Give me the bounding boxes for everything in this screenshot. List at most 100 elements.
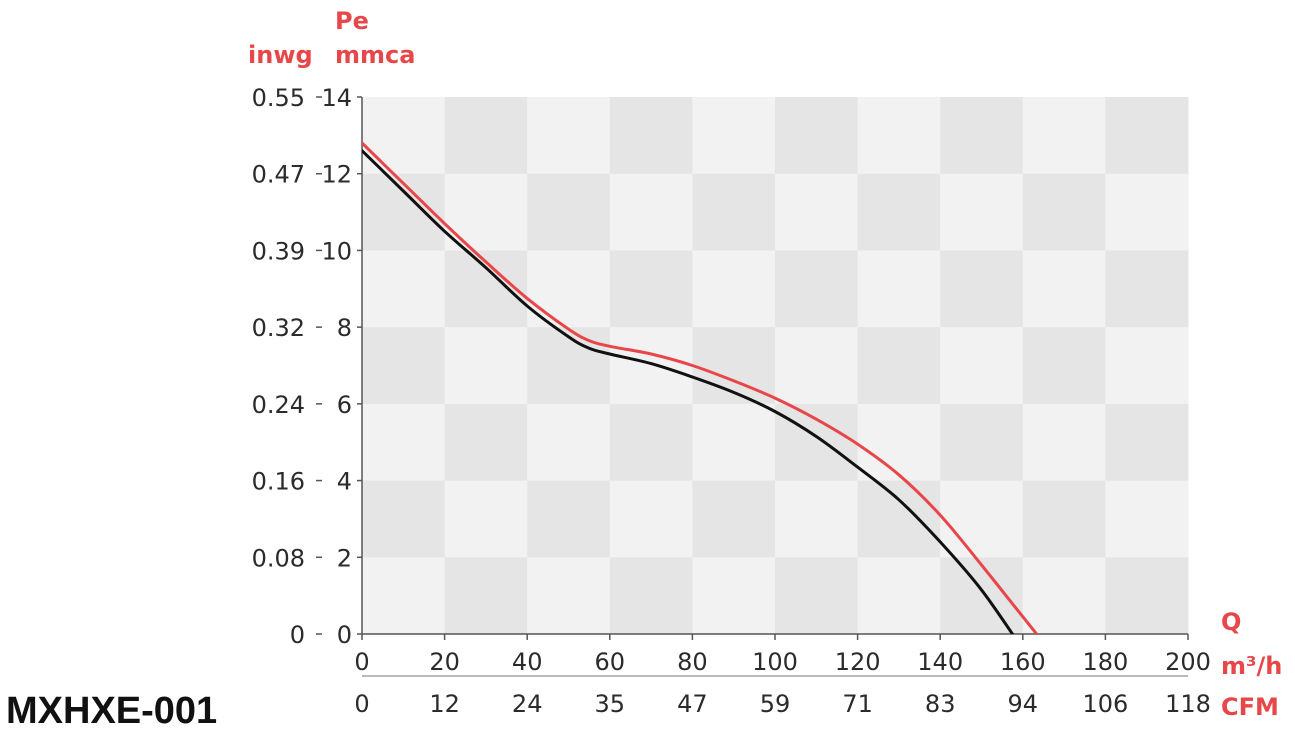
x-tick-label-cfm: 35 [595, 690, 626, 718]
x-tick-label-m3h: 40 [512, 648, 543, 676]
grid-cell [857, 173, 941, 251]
grid-cell [940, 173, 1024, 251]
y-tick-label-inwg: 0.16 [252, 468, 305, 496]
grid-cell [692, 480, 776, 558]
x-tick-label-m3h: 100 [752, 648, 798, 676]
x-tick-label-cfm: 83 [925, 690, 956, 718]
y-tick-label-mmca: 10 [321, 237, 352, 265]
grid-cell [775, 480, 859, 558]
grid-cell [362, 327, 446, 405]
grid-cell [692, 173, 776, 251]
grid-cell [1105, 403, 1189, 482]
grid-cell [940, 327, 1024, 405]
curve-red [362, 141, 1039, 634]
grid-cell [692, 557, 776, 635]
grid-cell [1022, 403, 1106, 482]
grid-cell [1105, 327, 1189, 405]
grid-cell [527, 250, 611, 328]
model-label: MXHXE-001 [6, 690, 218, 732]
grid-cell [1105, 97, 1189, 175]
y-tick-label-mmca: 6 [337, 391, 352, 419]
x-tick-label-m3h: 160 [1000, 648, 1046, 676]
x-tick-label-m3h: 80 [677, 648, 708, 676]
x-tick-label-cfm: 71 [842, 690, 873, 718]
grid-cell [1105, 173, 1189, 251]
grid-cell [775, 403, 859, 482]
grid-cell [444, 173, 528, 251]
grid-cell [609, 250, 693, 328]
grid-cell [1022, 97, 1106, 175]
x-tick-label-cfm: 0 [354, 690, 369, 718]
x-unit-m3h-label: m³/h [1221, 652, 1282, 680]
y-tick-label-inwg: 0.55 [252, 84, 305, 112]
x-tick-label-cfm: 24 [512, 690, 543, 718]
y-tick-label-mmca: 4 [337, 468, 352, 496]
grid-cell [527, 327, 611, 405]
grid-cell [1022, 173, 1106, 251]
x-tick-label-cfm: 106 [1082, 690, 1128, 718]
grid-cell [444, 403, 528, 482]
grid-cell [444, 327, 528, 405]
grid-cell [527, 403, 611, 482]
grid-cell [775, 97, 859, 175]
grid-cell [609, 173, 693, 251]
grid-cell [1022, 327, 1106, 405]
y-tick-label-mmca: 8 [337, 314, 352, 342]
grid-cell [692, 97, 776, 175]
grid-cell [940, 480, 1024, 558]
grid-cell [527, 173, 611, 251]
grid-cell [1022, 250, 1106, 328]
axis-labels: 0020.0840.1660.2480.32100.39120.47140.55… [248, 7, 1282, 721]
grid-cell [444, 557, 528, 635]
x-tick-label-cfm: 59 [760, 690, 791, 718]
x-tick-label-m3h: 120 [835, 648, 881, 676]
grid-cell [362, 480, 446, 558]
y-tick-label-mmca: 0 [337, 621, 352, 649]
curve-black [362, 149, 1015, 634]
x-tick-label-m3h: 20 [429, 648, 460, 676]
x-axis-label: Q [1221, 608, 1241, 636]
grid-cell [857, 327, 941, 405]
x-tick-label-cfm: 94 [1008, 690, 1039, 718]
grid-cell [857, 403, 941, 482]
series-lines [362, 141, 1039, 634]
grid-cell [1022, 480, 1106, 558]
grid-cell [857, 97, 941, 175]
grid-cell [362, 557, 446, 635]
y-inner-axis-label: Pe [335, 7, 369, 35]
x-tick-label-m3h: 140 [917, 648, 963, 676]
axes [316, 96, 1189, 677]
x-unit-cfm-label: CFM [1221, 693, 1279, 721]
x-tick-label-cfm: 118 [1165, 690, 1211, 718]
grid-cell [940, 557, 1024, 635]
y-tick-label-mmca: 14 [321, 84, 352, 112]
grid-cell [444, 480, 528, 558]
x-tick-label-m3h: 0 [354, 648, 369, 676]
y-tick-label-mmca: 12 [321, 161, 352, 189]
y-tick-label-inwg: 0.32 [252, 314, 305, 342]
grid-cell [609, 327, 693, 405]
grid-cell [775, 173, 859, 251]
grid-cell [362, 97, 446, 175]
y-tick-label-inwg: 0.08 [252, 544, 305, 572]
grid-cell [692, 403, 776, 482]
x-tick-label-m3h: 60 [595, 648, 626, 676]
x-tick-label-m3h: 180 [1082, 648, 1128, 676]
grid-cell [527, 480, 611, 558]
grid-cell [857, 480, 941, 558]
grid-cell [940, 250, 1024, 328]
y-tick-label-inwg: 0 [290, 621, 305, 649]
grid-cell [775, 557, 859, 635]
x-tick-label-cfm: 12 [429, 690, 460, 718]
grid-cell [1105, 557, 1189, 635]
plot-background [362, 97, 1189, 635]
x-tick-label-cfm: 47 [677, 690, 708, 718]
grid-cell [609, 480, 693, 558]
grid-cell [609, 557, 693, 635]
grid-cell [609, 403, 693, 482]
y-tick-label-inwg: 0.39 [252, 237, 305, 265]
grid-cell [692, 250, 776, 328]
grid-cell [1105, 250, 1189, 328]
grid-cell [940, 403, 1024, 482]
